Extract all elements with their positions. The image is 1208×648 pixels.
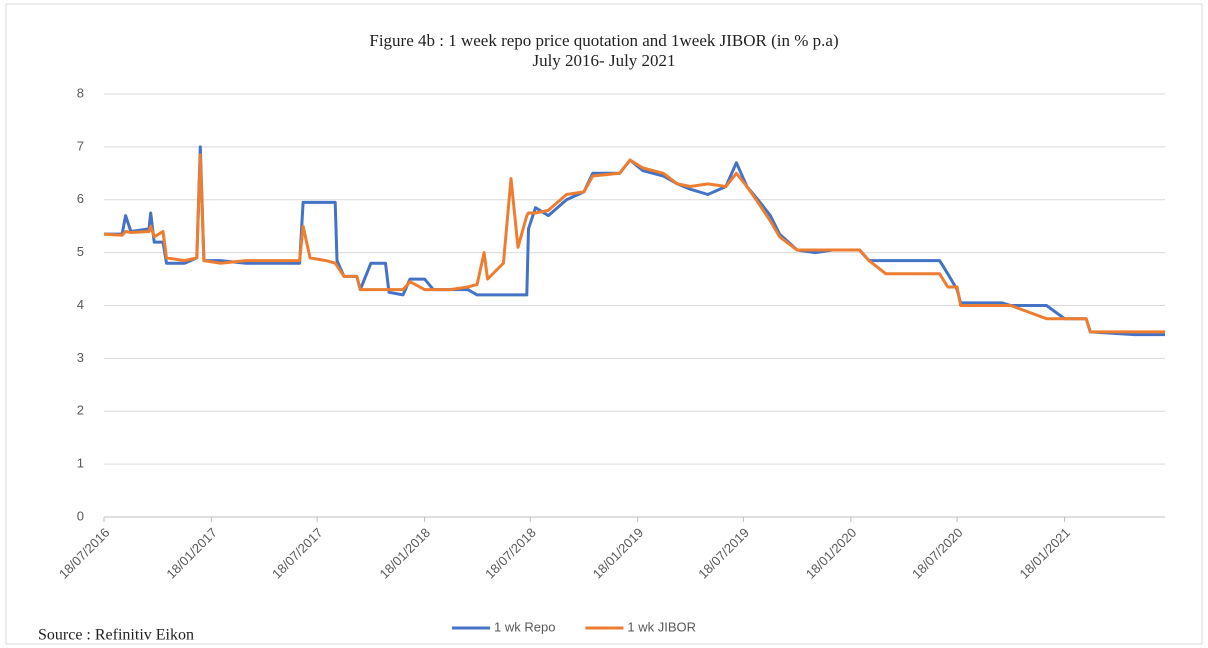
source-note: Source : Refinitiv Eikon bbox=[38, 627, 194, 644]
y-tick-label: 6 bbox=[77, 191, 84, 206]
y-tick-label: 1 bbox=[77, 456, 84, 471]
y-tick-label: 3 bbox=[77, 350, 84, 365]
y-tick-label: 5 bbox=[77, 244, 84, 259]
y-tick-label: 0 bbox=[77, 508, 84, 523]
chart-title: Figure 4b : 1 week repo price quotation … bbox=[369, 31, 838, 50]
legend-label: 1 wk JIBOR bbox=[627, 619, 696, 634]
series-line bbox=[104, 145, 1165, 337]
y-tick-label: 4 bbox=[77, 297, 84, 312]
chart-subtitle: July 2016- July 2021 bbox=[532, 51, 675, 70]
y-tick-label: 7 bbox=[77, 138, 84, 153]
chart-frame bbox=[5, 3, 1203, 645]
legend-label: 1 wk Repo bbox=[494, 619, 555, 634]
series-line bbox=[103, 153, 1165, 334]
y-tick-label: 8 bbox=[77, 85, 84, 100]
y-tick-label: 2 bbox=[77, 403, 84, 418]
